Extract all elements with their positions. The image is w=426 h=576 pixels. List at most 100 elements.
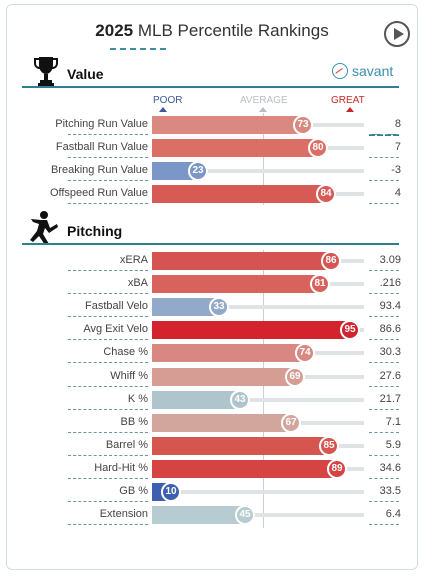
metric-row[interactable]: BB % 67 7.1 bbox=[0, 412, 426, 433]
percentile-track bbox=[152, 169, 364, 173]
percentile-badge: 10 bbox=[161, 482, 181, 502]
metric-label: Chase % bbox=[103, 346, 148, 359]
metric-row[interactable]: K % 43 21.7 bbox=[0, 389, 426, 410]
percentile-bar bbox=[152, 390, 242, 409]
scale-great-arrow bbox=[346, 107, 354, 112]
metric-label: Breaking Run Value bbox=[50, 164, 148, 176]
label-underline bbox=[68, 293, 148, 295]
scale-great-label: GREAT bbox=[331, 95, 365, 106]
value-underline bbox=[369, 408, 399, 410]
label-underline bbox=[68, 203, 148, 204]
percentile-bar bbox=[152, 436, 331, 455]
value-underline bbox=[369, 180, 399, 181]
savant-link[interactable]: savant bbox=[332, 63, 393, 83]
label-underline bbox=[68, 477, 148, 479]
percentile-badge: 45 bbox=[235, 505, 255, 526]
metric-value: 27.6 bbox=[379, 369, 401, 382]
percentile-bar bbox=[152, 298, 221, 317]
value-underline bbox=[369, 477, 399, 479]
percentile-track bbox=[152, 513, 364, 518]
scale-average-label: AVERAGE bbox=[240, 95, 288, 106]
metric-label: BB % bbox=[120, 415, 148, 428]
value-underline bbox=[369, 501, 399, 502]
play-button[interactable] bbox=[384, 21, 410, 47]
percentile-bar bbox=[152, 459, 339, 478]
metric-row[interactable]: Avg Exit Velo 95 86.6 bbox=[0, 320, 426, 341]
metric-row[interactable]: Barrel % 85 5.9 bbox=[0, 435, 426, 456]
value-underline bbox=[369, 316, 399, 318]
label-underline bbox=[68, 362, 148, 364]
metric-value: 3.09 bbox=[379, 254, 401, 266]
percentile-badge: 43 bbox=[230, 389, 250, 410]
metric-value: 21.7 bbox=[379, 392, 401, 405]
average-marker-pitching bbox=[263, 250, 264, 528]
percentile-track bbox=[152, 305, 364, 310]
metric-label: Hard-Hit % bbox=[94, 461, 148, 474]
metric-row[interactable]: Breaking Run Value 23 -3 bbox=[0, 161, 426, 181]
percentile-badge: 95 bbox=[340, 320, 360, 341]
metric-row[interactable]: Hard-Hit % 89 34.6 bbox=[0, 458, 426, 479]
metric-label: xBA bbox=[127, 277, 148, 290]
label-underline bbox=[68, 270, 148, 271]
page-title: 2025 MLB Percentile Rankings bbox=[7, 21, 417, 41]
metric-value: 8 bbox=[394, 118, 401, 130]
metric-value: 34.6 bbox=[379, 461, 401, 474]
percentile-badge: 84 bbox=[316, 184, 336, 204]
percentile-bar bbox=[152, 275, 322, 294]
metric-label: Fastball Velo bbox=[85, 300, 148, 313]
trophy-icon bbox=[34, 57, 58, 87]
metric-row[interactable]: Pitching Run Value 73 8 bbox=[0, 115, 426, 135]
metric-value: .216 bbox=[379, 277, 401, 290]
percentile-bar bbox=[152, 116, 305, 134]
value-underline bbox=[369, 293, 399, 295]
metric-row[interactable]: Extension 45 6.4 bbox=[0, 505, 426, 526]
value-underline bbox=[369, 157, 399, 158]
percentile-bar bbox=[152, 506, 247, 525]
value-underline bbox=[369, 454, 399, 456]
percentile-badge: 69 bbox=[285, 366, 305, 387]
label-underline bbox=[68, 385, 148, 387]
metric-row[interactable]: xERA 86 3.09 bbox=[0, 251, 426, 271]
metric-label: Barrel % bbox=[105, 438, 148, 451]
value-underline bbox=[369, 134, 399, 135]
value-underline bbox=[369, 203, 399, 204]
metric-value: 30.3 bbox=[379, 346, 401, 359]
metric-row[interactable]: Chase % 74 30.3 bbox=[0, 343, 426, 364]
percentile-track bbox=[152, 490, 364, 494]
metric-value: 7.1 bbox=[385, 415, 401, 428]
label-underline bbox=[68, 157, 148, 158]
metric-label: xERA bbox=[119, 254, 148, 266]
value-underline bbox=[369, 431, 399, 433]
percentile-bar bbox=[152, 185, 328, 203]
value-underline bbox=[369, 339, 399, 341]
metric-label: Avg Exit Velo bbox=[83, 323, 148, 336]
percentile-badge: 80 bbox=[308, 138, 328, 158]
percentile-badge: 73 bbox=[293, 115, 313, 135]
metric-value: 7 bbox=[394, 141, 401, 153]
metric-row[interactable]: xBA 81 .216 bbox=[0, 274, 426, 295]
pitcher-icon bbox=[30, 211, 58, 245]
savant-logo-icon bbox=[332, 63, 348, 79]
metric-row[interactable]: Whiff % 69 27.6 bbox=[0, 366, 426, 387]
percentile-bar bbox=[152, 321, 352, 340]
percentile-badge: 85 bbox=[319, 435, 339, 456]
metric-row[interactable]: Fastball Velo 33 93.4 bbox=[0, 297, 426, 318]
metric-label: Pitching Run Value bbox=[55, 118, 148, 130]
title-underline bbox=[110, 48, 166, 50]
label-underline bbox=[68, 454, 148, 456]
metric-row[interactable]: Offspeed Run Value 84 4 bbox=[0, 184, 426, 204]
metric-row[interactable]: Fastball Run Value 80 7 bbox=[0, 138, 426, 158]
metric-value: 4 bbox=[394, 187, 401, 199]
metric-label: Whiff % bbox=[110, 369, 148, 382]
label-underline bbox=[68, 316, 148, 318]
percentile-bar bbox=[152, 413, 293, 432]
percentile-badge: 23 bbox=[188, 161, 208, 181]
section-divider-pitching bbox=[22, 243, 399, 245]
value-underline bbox=[369, 524, 399, 526]
percentile-badge: 67 bbox=[281, 412, 301, 433]
scale-poor-label: POOR bbox=[153, 95, 183, 106]
metric-row[interactable]: GB % 10 33.5 bbox=[0, 482, 426, 502]
metric-label: K % bbox=[127, 392, 148, 405]
percentile-badge: 81 bbox=[310, 274, 330, 295]
savant-label: savant bbox=[352, 63, 394, 79]
